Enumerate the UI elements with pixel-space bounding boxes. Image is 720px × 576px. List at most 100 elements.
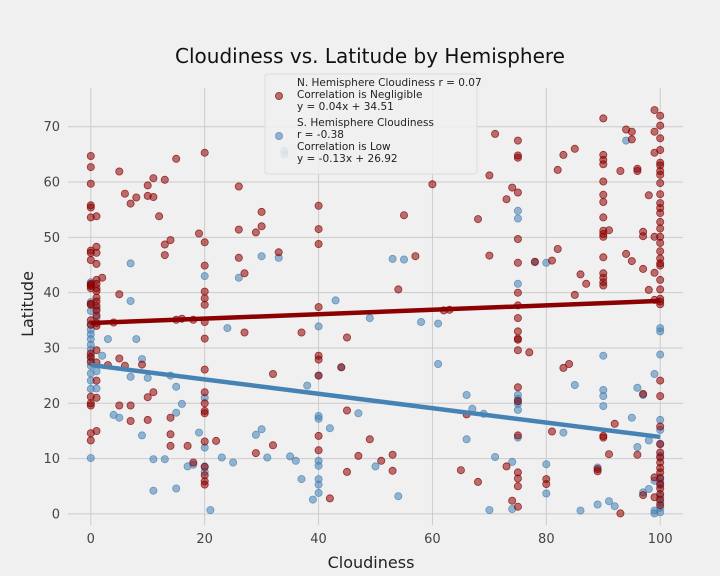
north-data-point (559, 150, 568, 159)
south-data-point (286, 452, 295, 461)
north-data-point (570, 290, 579, 299)
north-data-point (160, 240, 169, 249)
south-data-point (314, 461, 323, 470)
south-data-point (417, 317, 426, 326)
north-data-point (251, 228, 260, 237)
south-data-point (650, 369, 659, 378)
x-tick-label: 40 (310, 532, 327, 547)
north-data-point (126, 416, 135, 425)
south-data-point (92, 367, 101, 376)
north-data-point (234, 253, 243, 262)
north-data-point (115, 354, 124, 363)
south-data-point (206, 506, 215, 515)
north-data-point (274, 248, 283, 257)
north-data-point (513, 136, 522, 145)
north-data-point (565, 359, 574, 368)
north-data-point (656, 134, 665, 143)
north-data-point (183, 441, 192, 450)
north-data-point (342, 467, 351, 476)
south-data-point (314, 488, 323, 497)
north-data-point (513, 474, 522, 483)
north-data-point (200, 365, 209, 374)
south-data-point (394, 492, 403, 501)
north-data-point (548, 256, 557, 265)
north-data-point (200, 261, 209, 270)
north-data-point (200, 388, 209, 397)
north-data-point (513, 188, 522, 197)
north-data-point (200, 437, 209, 446)
north-data-point (508, 496, 517, 505)
north-data-point (166, 236, 175, 245)
south-data-point (365, 314, 374, 323)
south-data-point (388, 254, 397, 263)
north-data-point (656, 422, 665, 431)
south-data-point (542, 460, 551, 469)
north-data-point (610, 419, 619, 428)
south-data-point (263, 453, 272, 462)
north-data-point (650, 127, 659, 136)
north-data-point (115, 290, 124, 299)
north-data-point (257, 222, 266, 231)
south-data-point (633, 442, 642, 451)
north-data-point (530, 257, 539, 266)
south-data-point (371, 462, 380, 471)
north-data-point (508, 183, 517, 192)
north-data-point (149, 174, 158, 183)
y-tick-label: 30 (43, 341, 60, 356)
south-data-point (297, 475, 306, 484)
north-data-point (314, 239, 323, 248)
north-data-point (314, 446, 323, 455)
south-data-point (177, 399, 186, 408)
north-data-point (160, 175, 169, 184)
north-data-point (257, 207, 266, 216)
north-data-point (115, 167, 124, 176)
north-data-point (234, 225, 243, 234)
north-data-point (599, 213, 608, 222)
north-data-point (485, 251, 494, 260)
north-data-point (513, 346, 522, 355)
north-data-point (92, 426, 101, 435)
south-data-point (656, 350, 665, 359)
south-data-point (462, 390, 471, 399)
south-data-point (491, 452, 500, 461)
north-data-point (365, 435, 374, 444)
south-data-point (126, 372, 135, 381)
north-data-point (485, 171, 494, 180)
south-data-point (115, 413, 124, 422)
south-data-point (194, 428, 203, 437)
north-data-point (189, 458, 198, 467)
legend: N. Hemisphere Cloudiness r = 0.07 Correla… (264, 73, 482, 175)
north-data-point (656, 285, 665, 294)
north-data-point (149, 388, 158, 397)
north-data-point (314, 355, 323, 364)
south-data-point (513, 214, 522, 223)
south-data-point (143, 373, 152, 382)
south-data-point (149, 455, 158, 464)
north-data-point (491, 129, 500, 138)
north-data-point (342, 333, 351, 342)
south-data-point (172, 408, 181, 417)
north-data-point (92, 311, 101, 320)
north-data-point (388, 450, 397, 459)
north-data-point (656, 217, 665, 226)
south-data-point (570, 380, 579, 389)
north-data-point (200, 409, 209, 418)
south-data-point (331, 296, 340, 305)
north-data-point (650, 106, 659, 115)
north-data-point (132, 193, 141, 202)
north-data-point (559, 363, 568, 372)
south-data-point (257, 252, 266, 261)
south-data-point (200, 272, 209, 281)
south-data-point (132, 335, 141, 344)
north-data-point (399, 211, 408, 220)
north-data-point (627, 127, 636, 136)
south-data-point (303, 381, 312, 390)
south-data-point (605, 497, 614, 506)
legend-box (264, 73, 478, 175)
south-data-point (234, 273, 243, 282)
north-data-point (342, 406, 351, 415)
north-data-point (143, 415, 152, 424)
north-data-point (354, 451, 363, 460)
north-data-point (92, 259, 101, 268)
north-data-point (513, 327, 522, 336)
